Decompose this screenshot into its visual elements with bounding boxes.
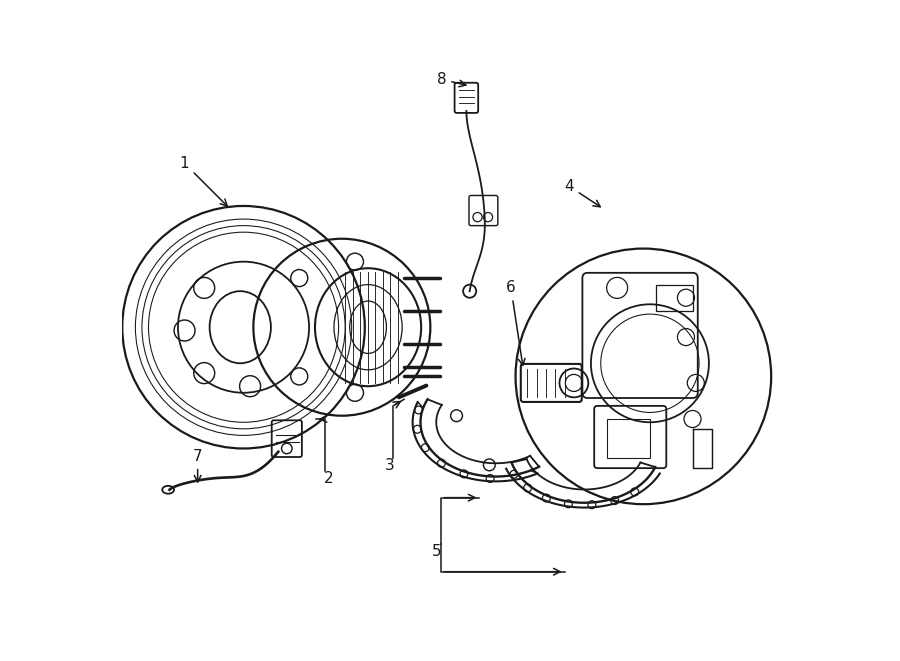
Text: 6: 6 [506,280,525,366]
Text: 8: 8 [436,72,466,87]
Text: 4: 4 [564,179,600,207]
Text: 1: 1 [180,156,228,206]
Text: 7: 7 [193,449,202,482]
Text: 2: 2 [324,471,334,486]
Text: 5: 5 [432,544,442,559]
Text: 3: 3 [385,458,394,473]
Bar [656,285,692,311]
Bar [608,419,650,458]
